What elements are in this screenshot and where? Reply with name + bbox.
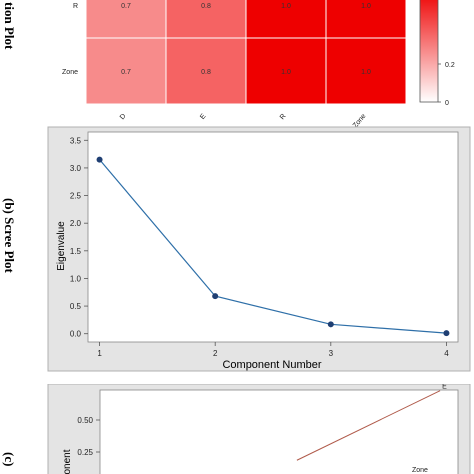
heatmap-cell [325,0,407,39]
scree-series-line [99,159,447,334]
heatmap-cell-label: 1.0 [281,69,291,76]
heatmap-cell [245,37,327,105]
scree-x-tick-label: 1 [97,349,102,358]
colorbar-tick-label: 0.2 [445,62,455,69]
heatmap-cell [245,0,327,39]
loading-y-tick-label: 0.25 [77,448,93,457]
heatmap-column-label: R [279,113,288,121]
scree-point [327,321,334,328]
scree-x-tick-label: 2 [213,349,218,358]
scree-point [96,156,103,163]
scree-plot-area [87,131,459,343]
scree-y-tick-label: 1.0 [70,274,82,283]
scree-y-tick-label: 0.0 [70,330,82,339]
loading-point-label: Zone [412,467,428,474]
heatmap-column-label: E [199,113,208,121]
scree-y-tick-label: 3.0 [70,164,82,173]
loading-plot: 0.50 0.25 E Zone onent [47,384,471,474]
heatmap-row-label: Zone [62,69,78,76]
heatmap-cell [325,37,407,105]
heatmap-cell-label: 1.0 [361,69,371,76]
scree-y-tick-label: 2.5 [70,192,82,201]
scree-point [443,330,450,337]
scree-y-tick-label: 1.5 [70,247,82,256]
scree-plot: 0.0 0.5 1.0 1.5 2.0 2.5 3.0 3.5 1 2 3 4 Component N… [47,126,471,372]
heatmap-cell-label: 1.0 [361,3,371,10]
heatmap-row-label: R [73,3,78,10]
scree-y-tick-label: 0.5 [70,302,82,311]
heatmap-cell-label: 1.0 [281,3,291,10]
scree-y-tick-label: 2.0 [70,219,82,228]
loading-plot-area [99,389,459,474]
heatmap-cell [85,37,167,105]
heatmap-cell [85,0,167,39]
scree-y-tick-label: 3.5 [70,136,82,145]
scree-point [212,293,219,300]
scree-x-axis-title: Component Number [222,359,321,371]
heatmap-cell-label: 0.8 [201,69,211,76]
scree-y-axis-title: Eigenvalue [56,221,67,271]
scree-x-tick-label: 4 [444,349,449,358]
scree-x-tick-label: 3 [329,349,334,358]
loading-vector-line [296,390,441,461]
colorbar [419,0,439,103]
colorbar-tick-label: 0 [445,100,449,107]
heatmap-column-label: D [119,113,128,121]
heatmap-cell [165,0,247,39]
heatmap-cell-label: 0.7 [121,69,131,76]
loading-y-tick-label: 0.50 [77,416,93,425]
heatmap-cell-label: 0.8 [201,3,211,10]
heatmap-cell-label: 0.7 [121,3,131,10]
loading-point-label: E [442,384,447,391]
heatmap-cell [165,37,247,105]
loading-y-axis-title: onent [62,449,73,474]
